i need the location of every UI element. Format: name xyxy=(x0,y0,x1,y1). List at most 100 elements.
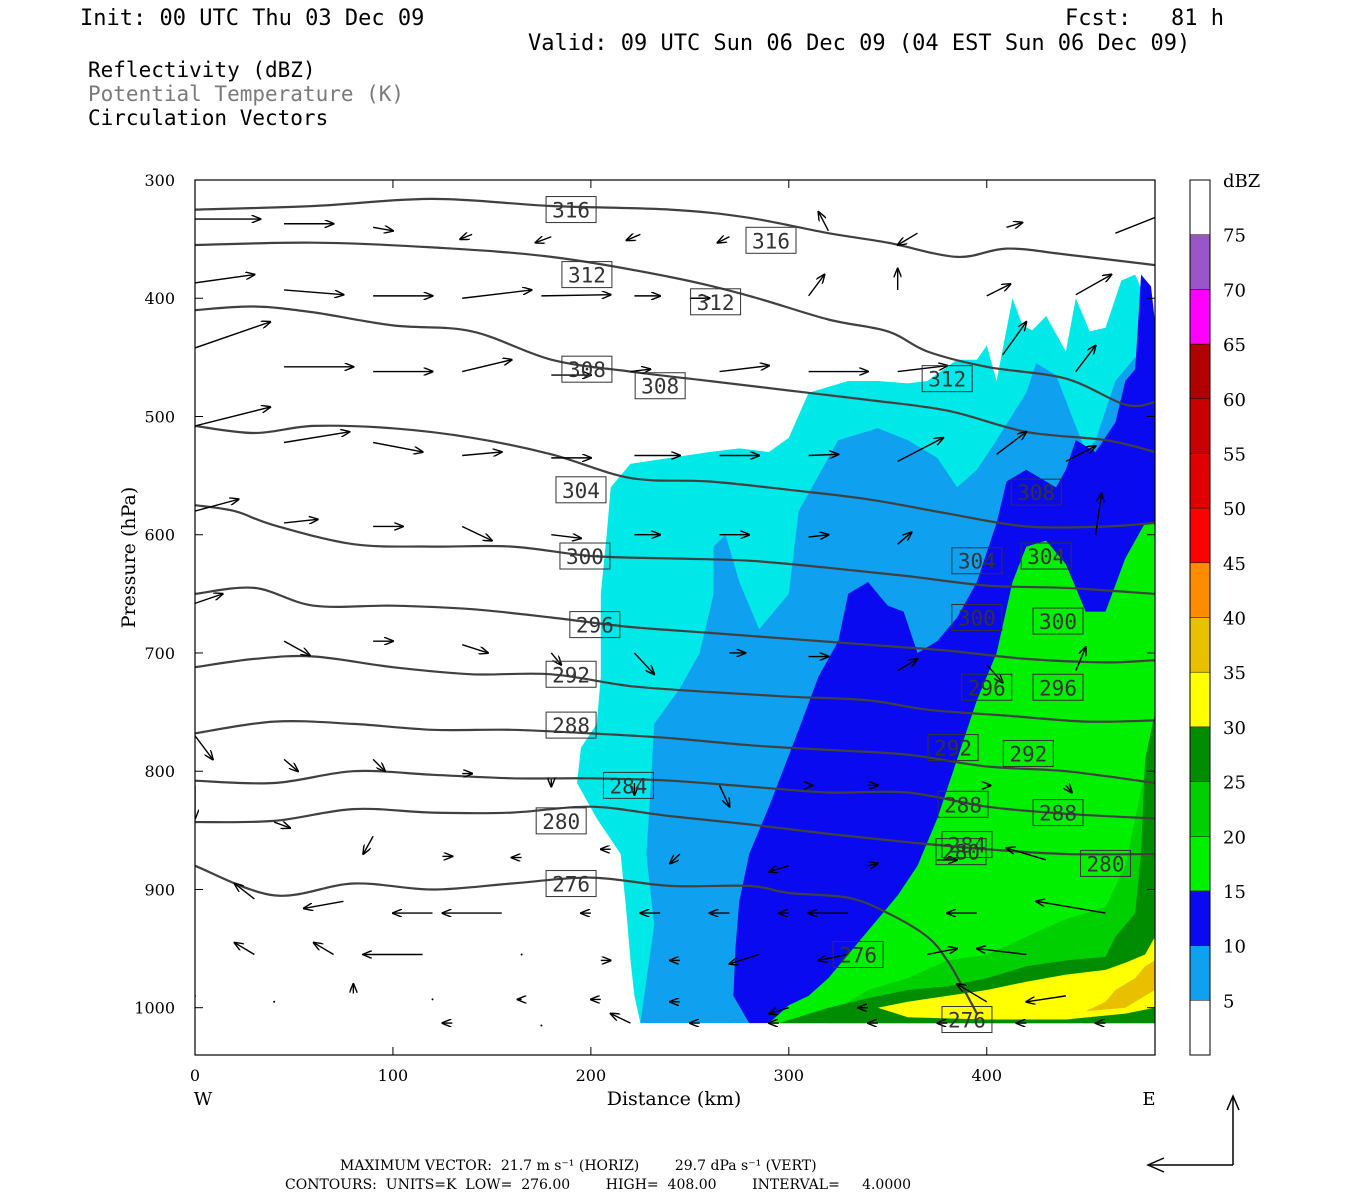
vector-28 xyxy=(719,366,769,373)
vector-12 xyxy=(284,289,343,295)
theta-304K-contour xyxy=(195,424,1155,529)
valid-time: Valid: 09 UTC Sun 06 Dec 09 (04 EST Sun … xyxy=(528,31,1191,56)
vector-83 xyxy=(769,865,790,872)
vector-54 xyxy=(195,594,223,604)
theta-288K-contour xyxy=(195,719,1155,785)
theta-276K-label: 276 xyxy=(552,873,590,897)
theta-label-extra-2: 280 xyxy=(942,841,980,865)
footer-contours: CONTOURS: UNITS=K LOW= 276.00 HIGH= 408.… xyxy=(285,1177,912,1193)
theta-label-extra-6: 288 xyxy=(1039,802,1077,826)
theta-276K-label-box xyxy=(545,870,597,898)
colorbar-label-35: 35 xyxy=(1223,663,1246,684)
vector-48 xyxy=(551,535,581,539)
theta-label-extra-16-box xyxy=(1010,478,1062,506)
colorbar-label-55: 55 xyxy=(1223,444,1246,465)
vector-117 xyxy=(957,984,988,1003)
theta-276K-contour xyxy=(195,864,978,1015)
vector-82 xyxy=(670,853,681,863)
theta-label-extra-3-box xyxy=(1080,849,1132,877)
theta-label-extra-9-box xyxy=(961,673,1013,701)
theta-308K-label: 308 xyxy=(568,358,606,382)
theta-label-extra-14-box xyxy=(1020,542,1072,570)
vector-99 xyxy=(314,943,334,956)
vector-34 xyxy=(283,432,349,444)
theta-316K-contour xyxy=(195,197,1155,267)
reference-vector-horizontal-head xyxy=(1146,1157,1165,1173)
plot-frame xyxy=(194,179,1156,1056)
vector-87 xyxy=(235,884,255,900)
vector-45 xyxy=(283,519,318,523)
field-circulation-vectors: Circulation Vectors xyxy=(88,106,329,130)
theta-label-extra-10: 296 xyxy=(1039,676,1077,700)
theta-296K-label-box xyxy=(569,611,621,639)
theta-label-extra-18-box xyxy=(921,365,973,393)
y-tick-label-300: 300 xyxy=(144,171,175,190)
vector-31 xyxy=(1002,322,1027,356)
theta-288K-label-box xyxy=(545,711,597,739)
theta-label-extra-8: 292 xyxy=(1009,742,1047,766)
x-tick-label-400: 400 xyxy=(971,1066,1002,1085)
vector-53 xyxy=(1094,493,1102,535)
theta-292K-contour xyxy=(195,654,1155,723)
theta-label-extra-3: 280 xyxy=(1087,852,1125,876)
field-potential-temperature: Potential Temperature (K) xyxy=(88,82,405,106)
theta-label-extra-13-box xyxy=(951,547,1003,575)
theta-label-extra-11-box xyxy=(951,604,1003,631)
colorbar-label-25: 25 xyxy=(1223,773,1246,794)
vector-75 xyxy=(1066,785,1072,792)
colorbar: 5 10 15 20 25 30 35 40 45 50 55 60 65 70 75 dBZ xyxy=(1189,171,1260,1056)
vector-22 xyxy=(195,322,270,349)
x-axis-label: Distance (km) xyxy=(607,1088,742,1110)
colorbar-label-5: 5 xyxy=(1223,991,1234,1012)
theta-292K-label-box xyxy=(545,660,597,688)
theta-280K-label-box xyxy=(535,807,587,835)
vector-43 xyxy=(1065,446,1096,463)
vector-10 xyxy=(1115,216,1155,234)
theta-308K-label-box xyxy=(561,355,613,383)
theta-contours xyxy=(195,197,1155,1015)
theta-316K-label-box xyxy=(545,196,597,224)
colorbar-swatch-15 xyxy=(1190,890,1210,946)
vector-66 xyxy=(283,758,298,771)
colorbar-label-65: 65 xyxy=(1223,335,1246,356)
vector-106 xyxy=(927,949,957,956)
vector-64 xyxy=(1075,647,1086,671)
y-tick-label-600: 600 xyxy=(144,526,175,545)
vector-104 xyxy=(729,953,760,963)
theta-label-extra-17: 312 xyxy=(697,291,735,315)
colorbar-label-50: 50 xyxy=(1223,499,1246,520)
colorbar-swatch-35 xyxy=(1190,672,1210,727)
y-tick-label-400: 400 xyxy=(144,289,175,308)
theta-label-extra-4-box xyxy=(941,831,993,859)
vector-47 xyxy=(461,525,492,540)
theta-300K-contour xyxy=(195,504,1155,595)
vector-3 xyxy=(460,234,473,239)
theta-label-extra-16: 308 xyxy=(1017,481,1055,505)
vector-18 xyxy=(808,275,825,297)
theta-label-extra-19-box xyxy=(745,226,797,254)
reflectivity-25dbz xyxy=(818,723,1155,1024)
theta-312K-label-box xyxy=(561,261,613,289)
vector-98 xyxy=(235,943,255,956)
colorbar-title: dBZ xyxy=(1223,171,1260,192)
x-end-label-east: E xyxy=(1142,1089,1155,1110)
colorbar-label-45: 45 xyxy=(1223,554,1246,575)
vector-109 xyxy=(273,1000,276,1003)
forecast-hour: Fcst: 81 h xyxy=(1065,6,1224,31)
colorbar-label-30: 30 xyxy=(1223,718,1246,739)
theta-label-extra-5-box xyxy=(937,790,989,818)
vector-55 xyxy=(283,640,310,655)
vector-115 xyxy=(769,1007,790,1014)
colorbar-swatch-75 xyxy=(1190,234,1210,290)
vector-51 xyxy=(808,535,829,537)
vector-44 xyxy=(195,499,239,512)
colorbar-swatch-70 xyxy=(1190,289,1210,345)
vector-4 xyxy=(535,237,552,243)
theta-label-extra-7: 292 xyxy=(934,737,972,761)
theta-label-extra-15-box xyxy=(634,372,686,400)
theta-296K-label: 296 xyxy=(576,614,614,638)
theta-label-extra-14: 304 xyxy=(1027,545,1065,569)
theta-304K-label-box xyxy=(555,476,607,504)
colorbar-swatch-65 xyxy=(1190,344,1210,399)
colorbar-swatch-30 xyxy=(1190,726,1210,782)
